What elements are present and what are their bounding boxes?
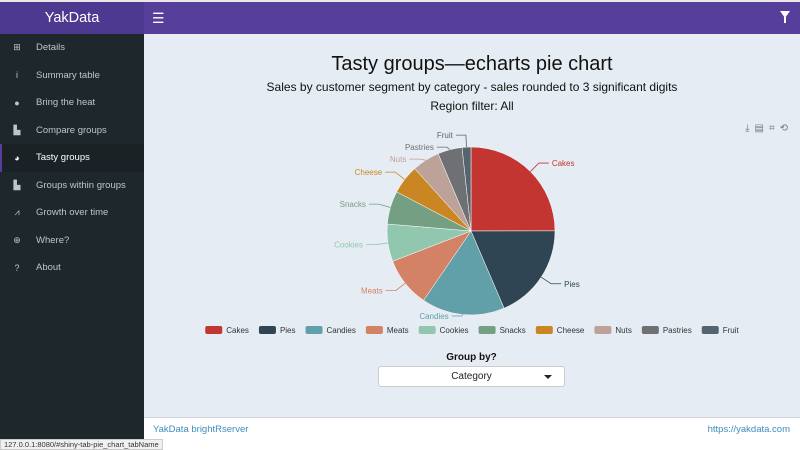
hamburger-icon[interactable]: ☰ — [152, 10, 165, 26]
filter-icon[interactable] — [780, 11, 790, 23]
legend-item[interactable]: Meats — [387, 326, 409, 335]
label-line — [365, 242, 388, 246]
sidebar: ⊞ Details i Summary table ● Bring the heat ▙ Co… — [0, 34, 144, 450]
bar-chart-icon: ▙ — [13, 179, 21, 190]
slice-label: Pies — [564, 280, 580, 289]
legend-item[interactable]: Cheese — [557, 326, 585, 335]
legend-item[interactable]: Pies — [280, 326, 296, 335]
label-line — [436, 146, 451, 151]
line-chart-icon: ⩘ — [14, 207, 20, 218]
sidebar-item-bring-the-heat[interactable]: ● Bring the heat — [0, 89, 144, 117]
legend-swatch[interactable] — [701, 326, 719, 334]
globe-icon: ⊕ — [13, 234, 21, 245]
group-by-label: Group by? — [446, 352, 497, 363]
data-view-icon[interactable]: ▤ — [754, 123, 764, 134]
sidebar-item-tasty-groups[interactable]: ◕ Tasty groups — [0, 144, 144, 172]
legend-item[interactable]: Cakes — [226, 326, 249, 335]
legend-item[interactable]: Cookies — [440, 326, 469, 335]
legend-swatch[interactable] — [205, 326, 223, 334]
legend-swatch[interactable] — [418, 326, 436, 334]
chevron-down-icon — [544, 375, 552, 379]
sidebar-item-label: About — [36, 262, 61, 274]
pie-chart: Cakes Pies Candies Meats Cookies Snacks Cheese… — [205, 131, 740, 335]
slice-label: Candies — [419, 312, 448, 321]
pie-slice-candies[interactable] — [423, 230, 505, 316]
slice-label: Pastries — [405, 143, 434, 152]
legend-swatch[interactable] — [258, 326, 276, 334]
sidebar-item-label: Where? — [36, 234, 70, 246]
legend-item[interactable]: Pastries — [663, 326, 692, 335]
footer: YakData brightRserver https://yakdata.co… — [144, 417, 800, 450]
pie-slice-fruit[interactable] — [461, 146, 472, 232]
slice-label: Meats — [361, 287, 383, 296]
legend-item[interactable]: Candies — [327, 326, 356, 335]
top-bar: YakData brightRserver ☰ — [0, 0, 800, 58]
sidebar-item-about[interactable]: ? About — [0, 254, 144, 282]
group-by-value: Category — [451, 371, 492, 382]
sidebar-item-label: Summary table — [36, 69, 100, 81]
label-line — [540, 276, 562, 285]
sidebar-item-groups-within-groups[interactable]: ▙ Groups within groups — [0, 172, 144, 200]
status-bar-url: 127.0.0.1:8080/#shiny-tab-pie_chart_tabN… — [0, 439, 163, 450]
brand-title[interactable]: YakData brightRserver — [0, 2, 144, 58]
sidebar-item-details[interactable]: ⊞ Details — [0, 34, 144, 62]
legend-swatch[interactable] — [641, 326, 659, 334]
label-line — [385, 171, 405, 180]
label-line — [455, 134, 467, 148]
legend-swatch[interactable] — [535, 326, 553, 334]
legend-swatch[interactable] — [305, 326, 323, 334]
chart-toolbox: ⤓ ▤ ⌗ ⟲ — [745, 123, 788, 134]
sidebar-item-label: Bring the heat — [36, 97, 96, 109]
legend-item[interactable]: Nuts — [615, 326, 631, 335]
legend-item[interactable]: Fruit — [723, 326, 740, 335]
footer-url-link[interactable]: https://yakdata.com — [707, 424, 790, 435]
zoom-icon[interactable]: ⌗ — [768, 123, 775, 134]
legend-item[interactable]: Snacks — [500, 326, 526, 335]
bar-chart-icon: ▙ — [13, 124, 21, 135]
slice-label: Fruit — [437, 131, 454, 140]
info-icon: i — [16, 70, 18, 81]
table-icon: ⊞ — [13, 42, 21, 53]
slice-label: Nuts — [390, 155, 406, 164]
region-filter-text: Region filter: All — [430, 99, 514, 113]
group-by-select[interactable]: Category — [378, 366, 565, 387]
sidebar-item-compare-groups[interactable]: ▙ Compare groups — [0, 117, 144, 145]
sidebar-item-where[interactable]: ⊕ Where? — [0, 227, 144, 255]
slice-label: Cakes — [552, 159, 575, 168]
sidebar-item-label: Growth over time — [36, 207, 109, 219]
sidebar-item-label: Compare groups — [36, 124, 107, 136]
legend-swatch[interactable] — [365, 326, 383, 334]
sidebar-item-growth-over-time[interactable]: ⩘ Growth over time — [0, 199, 144, 227]
restore-icon[interactable]: ⟲ — [779, 123, 788, 134]
sidebar-item-summary-table[interactable]: i Summary table — [0, 62, 144, 90]
pie-slice-cakes[interactable] — [470, 146, 556, 232]
legend-swatch[interactable] — [594, 326, 612, 334]
main-content: Tasty groups—echarts pie chart Sales by … — [144, 34, 800, 417]
sidebar-item-label: Details — [36, 42, 66, 54]
label-line — [451, 314, 464, 317]
slice-label: Snacks — [340, 200, 366, 209]
sidebar-item-label: Tasty groups — [36, 152, 90, 164]
sidebar-item-label: Groups within groups — [36, 179, 126, 191]
fire-icon: ● — [14, 97, 20, 108]
slice-label: Cheese — [355, 168, 383, 177]
question-icon: ? — [14, 262, 20, 273]
chart-subtitle: Sales by customer segment by category - … — [266, 80, 678, 94]
label-line — [409, 158, 426, 161]
legend-swatch[interactable] — [478, 326, 496, 334]
label-line — [385, 282, 406, 292]
pie-chart-icon: ◕ — [14, 152, 20, 163]
footer-brand-link[interactable]: YakData brightRserver — [153, 424, 249, 435]
chart-title: Tasty groups—echarts pie chart — [331, 53, 613, 75]
label-line — [530, 162, 549, 172]
download-icon[interactable]: ⤓ — [745, 123, 750, 134]
label-line — [368, 203, 391, 208]
slice-label: Cookies — [334, 241, 363, 250]
pie-slice-pies[interactable] — [470, 230, 556, 309]
